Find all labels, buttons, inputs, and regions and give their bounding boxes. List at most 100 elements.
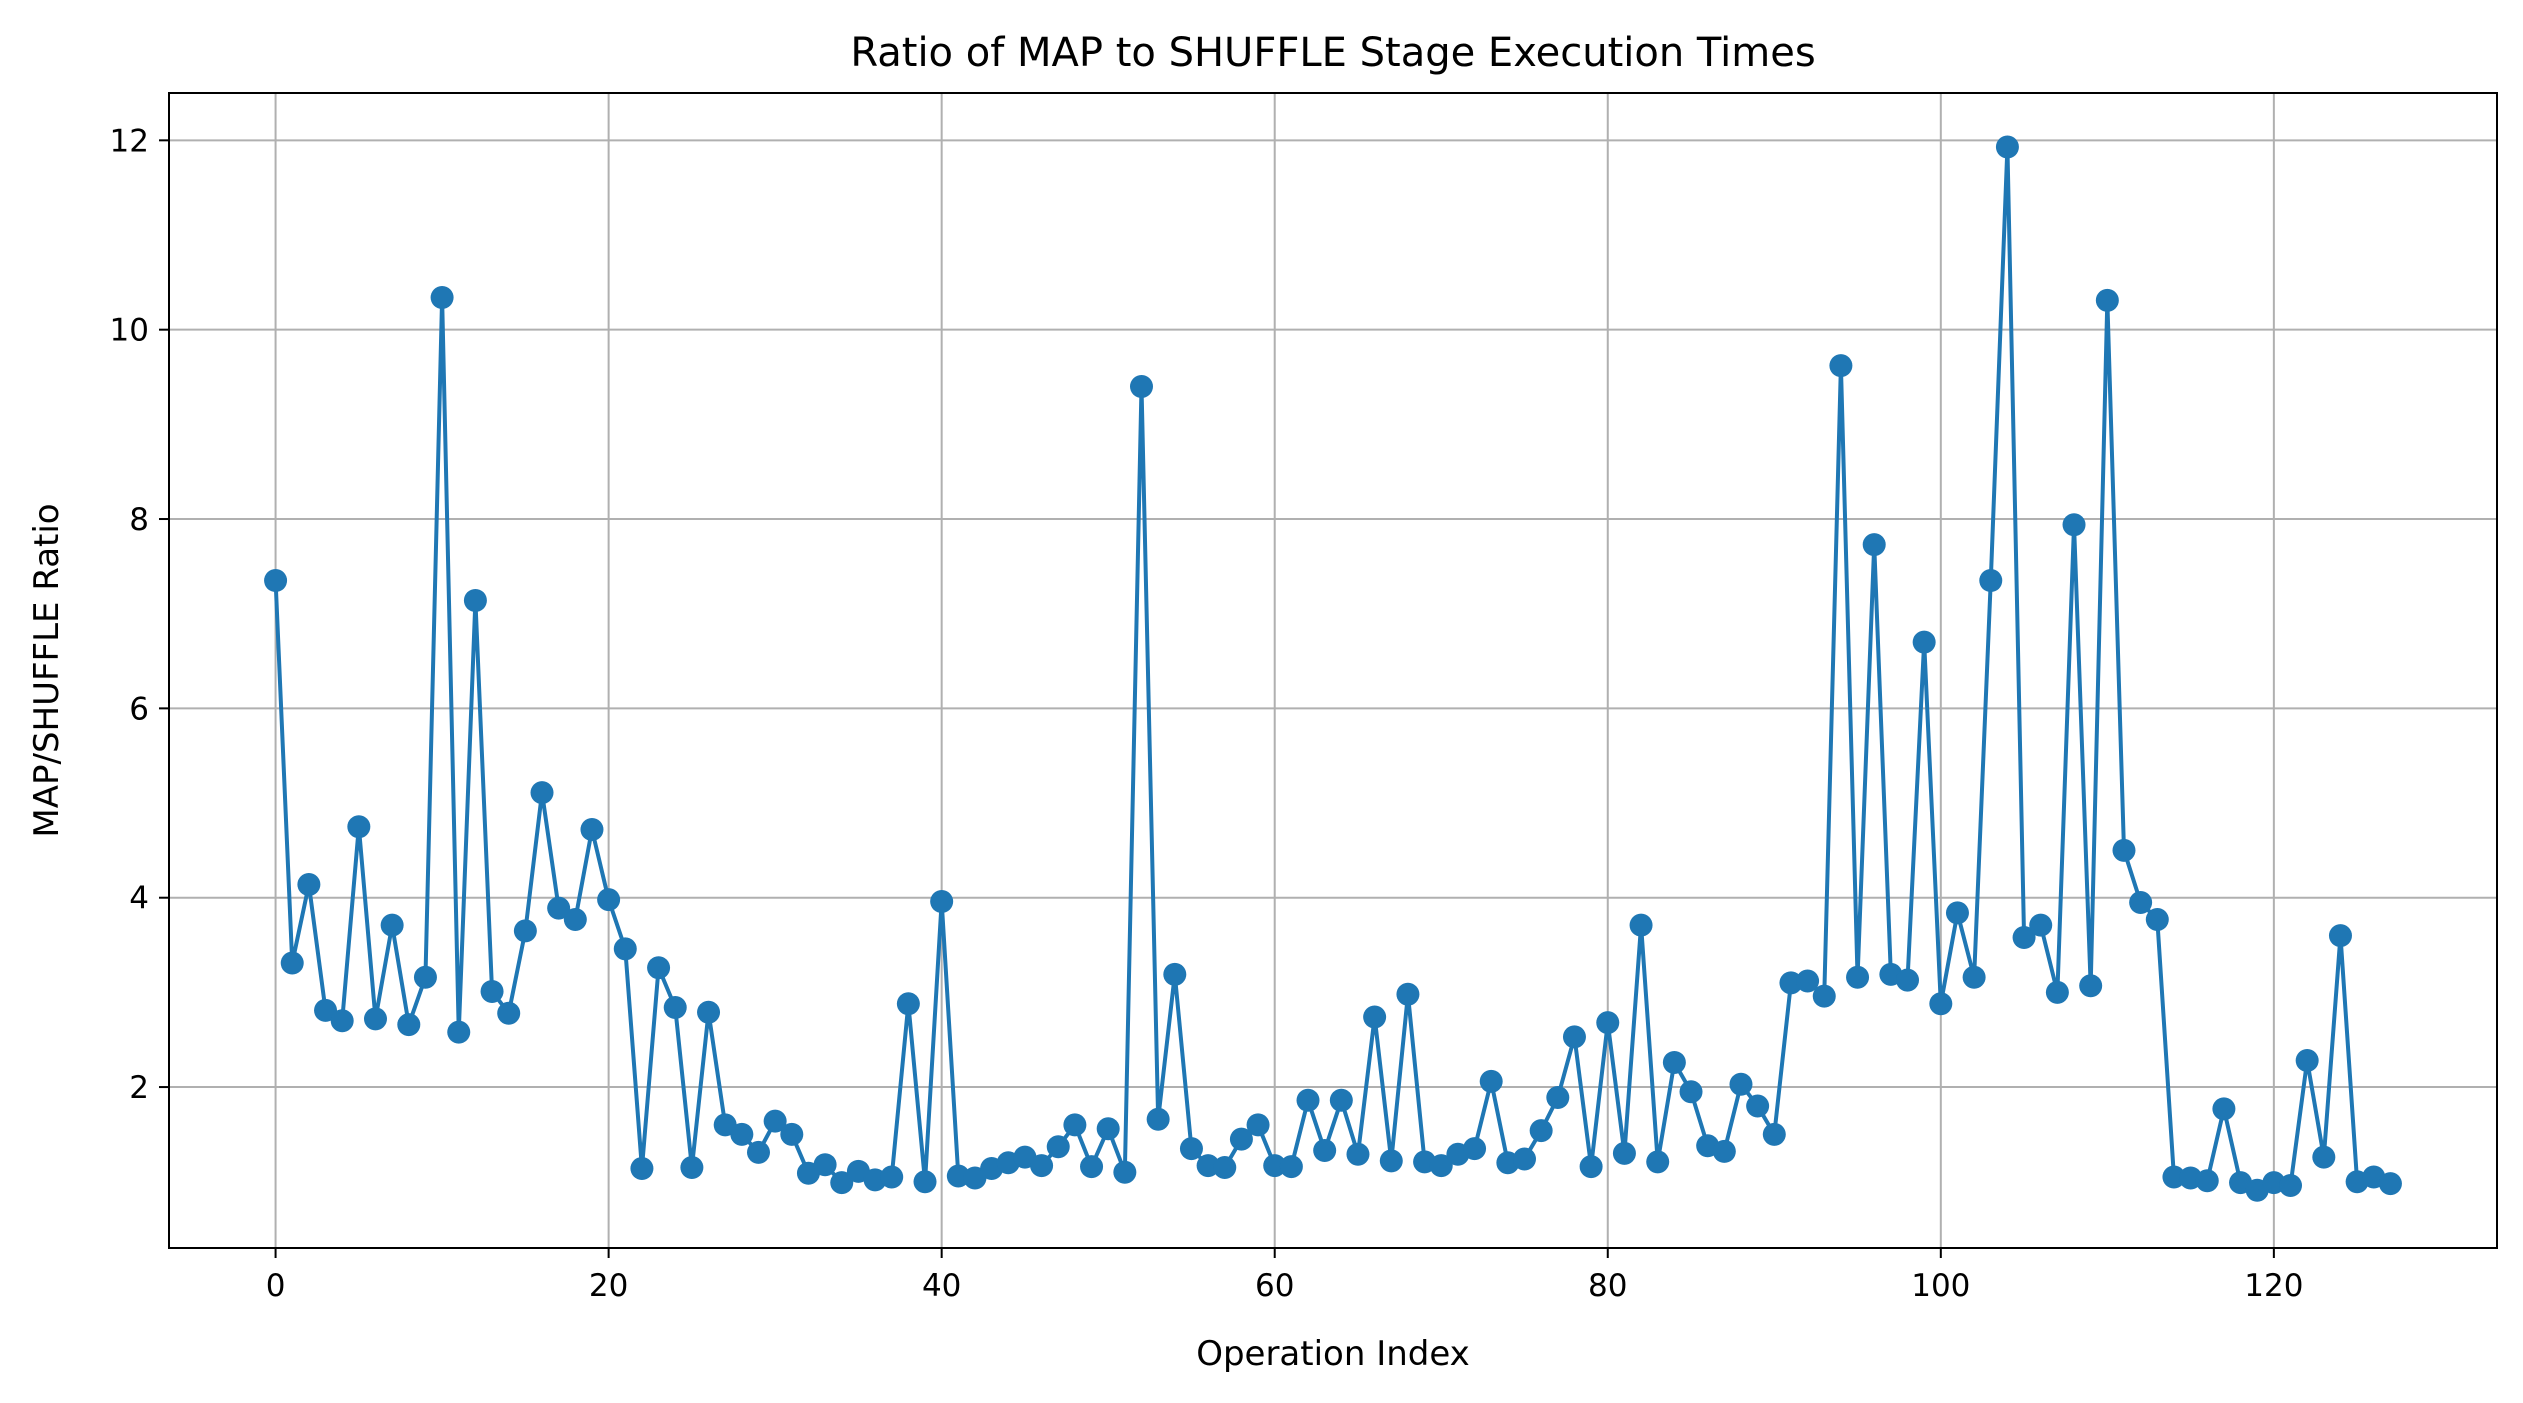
data-point bbox=[1896, 968, 1920, 992]
data-point bbox=[2079, 974, 2103, 998]
data-point bbox=[2195, 1169, 2219, 1193]
data-point bbox=[280, 951, 304, 975]
data-point bbox=[2145, 907, 2169, 931]
data-point bbox=[430, 285, 454, 309]
data-point bbox=[730, 1122, 754, 1146]
data-point bbox=[1862, 533, 1886, 557]
y-tick-label: 10 bbox=[110, 313, 149, 349]
data-point bbox=[1929, 992, 1953, 1016]
y-tick-label: 4 bbox=[129, 881, 149, 917]
data-point bbox=[480, 979, 504, 1003]
data-point bbox=[2162, 1165, 2186, 1189]
data-point bbox=[2029, 913, 2053, 937]
data-point bbox=[447, 1020, 471, 1044]
data-point bbox=[363, 1007, 387, 1031]
data-point bbox=[2129, 890, 2153, 914]
data-point bbox=[1163, 962, 1187, 986]
x-tick-label: 20 bbox=[589, 1268, 628, 1304]
data-point bbox=[1562, 1025, 1586, 1049]
data-point bbox=[1962, 965, 1986, 989]
data-point bbox=[2328, 924, 2352, 948]
data-point bbox=[1912, 630, 1936, 654]
data-point bbox=[380, 913, 404, 937]
x-tick-label: 100 bbox=[1911, 1268, 1970, 1304]
chart-title: Ratio of MAP to SHUFFLE Stage Execution … bbox=[850, 30, 1815, 76]
data-point bbox=[780, 1122, 804, 1146]
x-tick-label: 40 bbox=[922, 1268, 961, 1304]
data-point bbox=[2378, 1172, 2402, 1196]
data-point bbox=[713, 1113, 737, 1137]
data-point bbox=[1646, 1150, 1670, 1174]
data-point bbox=[1995, 135, 2019, 159]
y-tick-label: 8 bbox=[129, 502, 149, 538]
data-point bbox=[1113, 1160, 1137, 1184]
data-point bbox=[1513, 1147, 1537, 1171]
y-tick-label: 12 bbox=[110, 123, 149, 159]
data-point bbox=[630, 1156, 654, 1180]
data-point bbox=[297, 872, 321, 896]
data-point bbox=[1529, 1119, 1553, 1143]
data-point bbox=[530, 781, 554, 805]
x-tick-label: 0 bbox=[266, 1268, 286, 1304]
data-point bbox=[1729, 1072, 1753, 1096]
ticks-layer: 0 20 40 60 80 100 120 2 4 6 8 10 12 bbox=[110, 123, 2304, 1304]
data-point bbox=[930, 890, 954, 913]
data-point bbox=[1146, 1107, 1170, 1131]
data-point bbox=[1712, 1139, 1736, 1163]
data-point bbox=[1063, 1113, 1087, 1137]
data-point bbox=[413, 965, 437, 989]
data-point bbox=[1612, 1141, 1636, 1165]
data-point bbox=[647, 956, 671, 980]
y-tick-label: 2 bbox=[129, 1070, 149, 1106]
data-point bbox=[1179, 1137, 1203, 1161]
data-point bbox=[580, 818, 604, 842]
series-layer bbox=[264, 135, 2402, 1202]
data-point bbox=[2045, 980, 2069, 1004]
x-tick-label: 80 bbox=[1588, 1268, 1627, 1304]
data-point bbox=[1313, 1138, 1337, 1162]
data-point bbox=[1479, 1069, 1503, 1093]
data-point bbox=[547, 896, 571, 920]
data-point bbox=[1263, 1154, 1287, 1178]
data-point bbox=[1379, 1149, 1403, 1173]
data-point bbox=[2312, 1145, 2336, 1169]
data-point bbox=[1030, 1154, 1054, 1178]
series-line bbox=[273, 144, 2392, 1193]
data-point bbox=[1080, 1155, 1104, 1179]
data-point bbox=[463, 588, 487, 612]
data-point bbox=[1246, 1113, 1270, 1137]
x-tick-label: 60 bbox=[1255, 1268, 1294, 1304]
data-point bbox=[2012, 925, 2036, 949]
data-point bbox=[264, 569, 288, 593]
data-point bbox=[1846, 965, 1870, 989]
data-point bbox=[1429, 1154, 1453, 1178]
data-point bbox=[2295, 1049, 2319, 1073]
y-tick-label: 6 bbox=[129, 691, 149, 727]
x-tick-label: 120 bbox=[2244, 1268, 2303, 1304]
data-point bbox=[1796, 969, 1820, 993]
data-point bbox=[1579, 1155, 1603, 1179]
data-point bbox=[880, 1165, 904, 1189]
data-point bbox=[1762, 1122, 1786, 1146]
data-point bbox=[2279, 1174, 2303, 1198]
data-point bbox=[563, 907, 587, 931]
data-point bbox=[746, 1140, 770, 1164]
data-point bbox=[896, 992, 920, 1016]
data-point bbox=[1779, 971, 1803, 995]
data-point bbox=[513, 919, 537, 943]
data-point bbox=[913, 1170, 937, 1194]
data-point bbox=[1296, 1088, 1320, 1112]
data-point bbox=[963, 1166, 987, 1190]
data-point bbox=[1746, 1094, 1770, 1118]
data-point bbox=[1829, 354, 1853, 378]
data-point bbox=[813, 1153, 837, 1177]
data-point bbox=[497, 1001, 521, 1025]
data-point bbox=[663, 996, 687, 1020]
data-point bbox=[1662, 1050, 1686, 1074]
data-point bbox=[1213, 1156, 1237, 1180]
data-point bbox=[1279, 1155, 1303, 1179]
data-point bbox=[1679, 1080, 1703, 1104]
data-point bbox=[1229, 1127, 1253, 1151]
y-axis-label: MAP/SHUFFLE Ratio bbox=[27, 503, 67, 837]
